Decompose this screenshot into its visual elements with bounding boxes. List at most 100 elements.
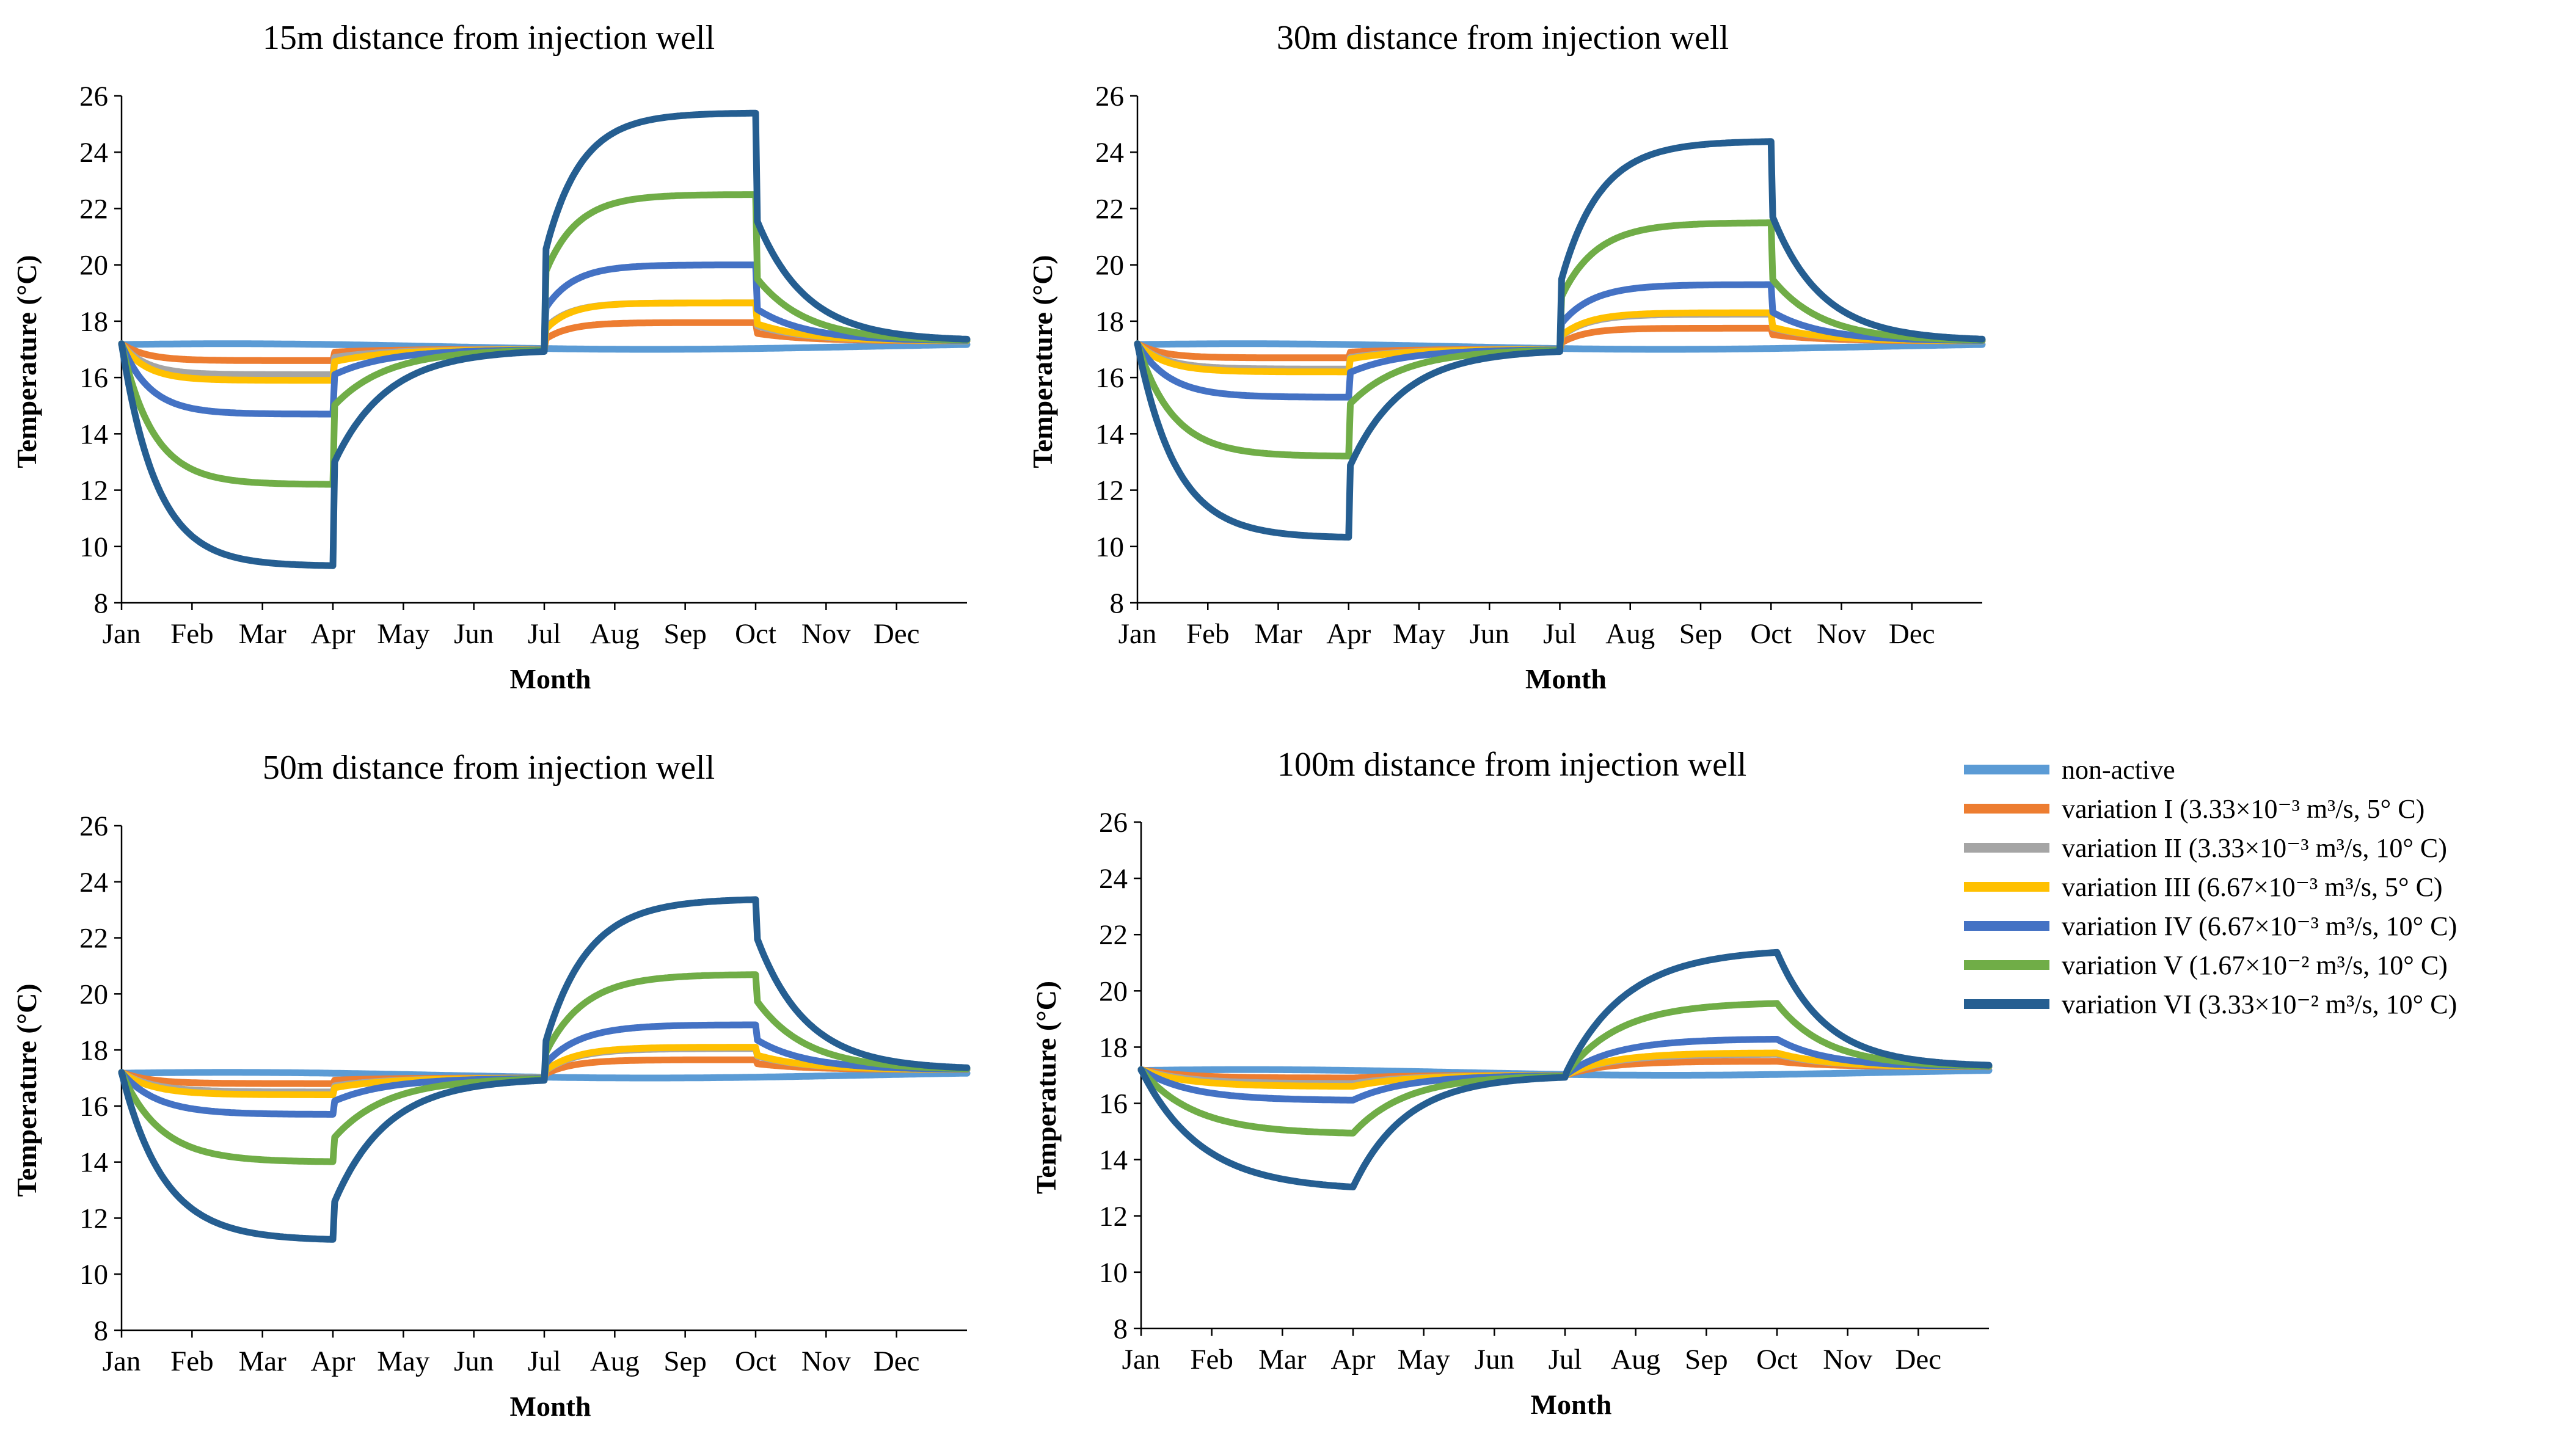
x-tick-label: Aug xyxy=(590,618,640,650)
y-tick-label: 16 xyxy=(1099,1088,1128,1120)
x-tick-label: Sep xyxy=(663,1346,707,1377)
x-tick-label: Sep xyxy=(1685,1344,1728,1375)
legend-label: non-active xyxy=(2062,755,2175,785)
x-tick-label: Jul xyxy=(1543,618,1577,650)
y-tick-label: 20 xyxy=(79,978,108,1010)
chart-panel-1: 15m distance from injection well 8 10 12 14 1… xyxy=(11,19,971,694)
x-tick-label: Jan xyxy=(1122,1344,1161,1375)
y-tick-label: 22 xyxy=(1099,919,1128,951)
y-tick-label: 24 xyxy=(1099,863,1128,895)
legend-item: variation II (3.33×10⁻³ m³/s, 10° C) xyxy=(1964,833,2447,863)
legend: non-active variation I (3.33×10⁻³ m³/s, 5… xyxy=(1964,755,2457,1019)
x-tick-label: Feb xyxy=(170,618,214,650)
y-tick-label: 24 xyxy=(1095,137,1124,169)
x-tick-label: Dec xyxy=(1889,618,1935,650)
legend-label: variation I (3.33×10⁻³ m³/s, 5° C) xyxy=(2062,794,2425,824)
x-tick-label: Mar xyxy=(1258,1344,1307,1375)
y-axis-label: Temperature (°C) xyxy=(1027,255,1058,468)
legend-item: variation VI (3.33×10⁻² m³/s, 10° C) xyxy=(1964,989,2457,1019)
legend-label: variation V (1.67×10⁻² m³/s, 10° C) xyxy=(2062,950,2448,980)
y-tick-label: 26 xyxy=(1095,81,1124,112)
x-tick-label: Jul xyxy=(528,1346,561,1377)
y-axis-label: Temperature (°C) xyxy=(11,983,42,1196)
x-tick-label: May xyxy=(1398,1344,1451,1375)
x-axis-label: Month xyxy=(1531,1389,1612,1420)
x-tick-label: Aug xyxy=(1611,1344,1660,1375)
legend-label: variation VI (3.33×10⁻² m³/s, 10° C) xyxy=(2062,989,2457,1019)
x-tick-label: Mar xyxy=(1254,618,1302,650)
y-tick-label: 26 xyxy=(1099,807,1128,839)
x-tick-label: Jun xyxy=(454,1346,494,1377)
chart-panel-4: 100m distance from injection well 8 10 12 14… xyxy=(1031,746,1993,1420)
y-tick-label: 12 xyxy=(1099,1201,1128,1233)
series-line-var6 xyxy=(118,109,971,569)
legend-item: variation III (6.67×10⁻³ m³/s, 5° C) xyxy=(1964,872,2443,902)
y-tick-label: 14 xyxy=(79,1147,108,1179)
x-tick-label: Apr xyxy=(310,618,355,650)
x-tick-label: Apr xyxy=(310,1346,355,1377)
y-tick-label: 10 xyxy=(79,531,108,563)
y-tick-label: 20 xyxy=(1095,250,1124,282)
y-tick-label: 18 xyxy=(79,306,108,338)
x-tick-label: Jan xyxy=(1118,618,1157,650)
chart-title: 30m distance from injection well xyxy=(1277,19,1729,57)
y-tick-label: 12 xyxy=(1095,475,1124,507)
x-tick-label: Feb xyxy=(170,1346,214,1377)
x-tick-label: Nov xyxy=(1817,618,1866,650)
y-axis-label: Temperature (°C) xyxy=(11,255,42,468)
y-tick-label: 20 xyxy=(79,250,108,282)
y-tick-label: 14 xyxy=(1095,418,1124,450)
y-tick-label: 24 xyxy=(79,137,108,169)
chart-panels: 15m distance from injection well 8 10 12 14 1… xyxy=(11,19,1993,1422)
x-tick-label: Mar xyxy=(239,1346,287,1377)
x-tick-label: Mar xyxy=(239,618,287,650)
x-axis-label: Month xyxy=(510,1391,591,1422)
legend-item: variation IV (6.67×10⁻³ m³/s, 10° C) xyxy=(1964,911,2457,941)
x-tick-label: May xyxy=(377,618,430,650)
x-tick-label: Oct xyxy=(735,618,776,650)
x-tick-label: Nov xyxy=(1823,1344,1872,1375)
y-tick-label: 26 xyxy=(79,81,108,112)
x-tick-label: Aug xyxy=(590,1346,640,1377)
chart-title: 15m distance from injection well xyxy=(263,19,715,57)
legend-item: non-active xyxy=(1964,755,2175,785)
x-tick-label: Dec xyxy=(874,618,920,650)
y-tick-label: 12 xyxy=(79,475,108,507)
x-tick-label: Apr xyxy=(1330,1344,1375,1375)
x-tick-label: Sep xyxy=(1679,618,1723,650)
chart-panel-3: 50m distance from injection well 8 10 12 14 1… xyxy=(11,749,971,1422)
x-tick-label: May xyxy=(1393,618,1446,650)
y-tick-label: 16 xyxy=(79,1091,108,1123)
x-tick-label: Jun xyxy=(1475,1344,1514,1375)
y-tick-label: 8 xyxy=(94,1315,109,1347)
x-axis-label: Month xyxy=(510,663,591,694)
series-line-var6 xyxy=(1134,138,1986,541)
x-tick-label: Apr xyxy=(1326,618,1371,650)
x-tick-label: Oct xyxy=(1750,618,1792,650)
y-tick-label: 26 xyxy=(79,810,108,842)
y-tick-label: 18 xyxy=(1099,1032,1128,1063)
y-tick-label: 8 xyxy=(1110,588,1125,619)
x-tick-label: Oct xyxy=(1756,1344,1798,1375)
x-tick-label: Feb xyxy=(1190,1344,1233,1375)
y-tick-label: 18 xyxy=(1095,306,1124,338)
series-line-var6 xyxy=(1137,949,1993,1190)
legend-label: variation II (3.33×10⁻³ m³/s, 10° C) xyxy=(2062,833,2447,863)
x-tick-label: Oct xyxy=(735,1346,776,1377)
x-axis-label: Month xyxy=(1525,663,1607,694)
y-tick-label: 22 xyxy=(79,923,108,955)
legend-label: variation III (6.67×10⁻³ m³/s, 5° C) xyxy=(2062,872,2443,902)
x-tick-label: Jun xyxy=(454,618,494,650)
y-tick-label: 12 xyxy=(79,1203,108,1234)
y-tick-label: 8 xyxy=(94,588,109,619)
legend-item: variation I (3.33×10⁻³ m³/s, 5° C) xyxy=(1964,794,2425,824)
y-tick-label: 22 xyxy=(1095,193,1124,225)
series-line-var6 xyxy=(118,896,971,1243)
x-tick-label: Sep xyxy=(663,618,707,650)
y-tick-label: 18 xyxy=(79,1035,108,1066)
chart-title: 100m distance from injection well xyxy=(1277,746,1746,784)
x-tick-label: Aug xyxy=(1605,618,1655,650)
y-tick-label: 24 xyxy=(79,867,108,898)
y-tick-label: 10 xyxy=(1095,531,1124,563)
